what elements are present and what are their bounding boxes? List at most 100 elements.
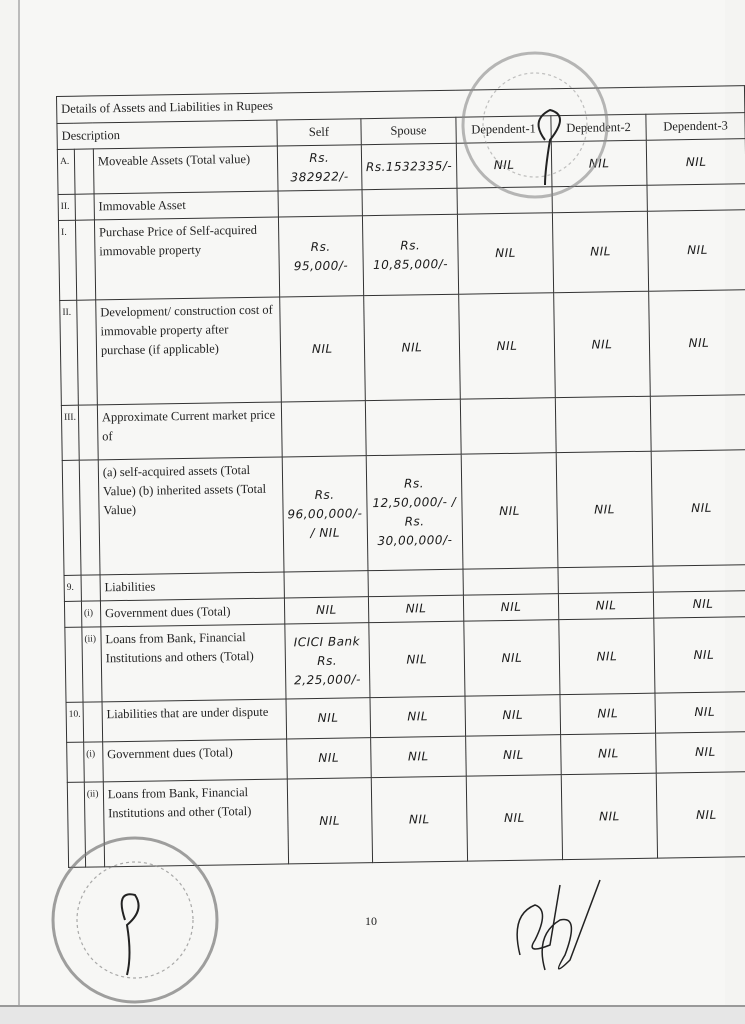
row-description: Development/ construction cost of immova… — [95, 297, 282, 405]
value-cell: NIL — [370, 736, 467, 778]
value-cell — [555, 396, 652, 453]
table-row: (ii) Loans from Bank, Financial Instituti… — [64, 616, 745, 703]
value-cell — [367, 569, 464, 597]
row-subnumber — [80, 574, 101, 602]
assets-liabilities-table: Details of Assets and Liabilities in Rup… — [56, 85, 745, 868]
value-cell — [462, 567, 559, 596]
value-cell: NIL — [648, 289, 745, 397]
row-number: 10. — [66, 702, 84, 743]
value-cell: Rs. 95,000/- — [278, 215, 364, 298]
row-description: Moveable Assets (Total value) — [93, 146, 278, 194]
row-subnumber: (i) — [81, 600, 101, 628]
row-description: Approximate Current market price of — [97, 402, 283, 460]
value-cell: NIL — [284, 596, 369, 624]
row-subnumber: (ii) — [81, 626, 102, 703]
value-cell — [652, 564, 745, 593]
value-cell — [460, 397, 557, 455]
row-subnumber — [82, 701, 103, 743]
value-cell: NIL — [286, 737, 372, 779]
value-cell: NIL — [464, 694, 561, 737]
value-cell: NIL — [552, 211, 649, 293]
header-dependent-3: Dependent-3 — [645, 112, 745, 141]
value-cell: ICICI Bank Rs. 2,25,000/- — [284, 622, 370, 699]
value-cell: NIL — [369, 696, 466, 738]
row-number: 9. — [64, 575, 82, 602]
value-cell: NIL — [457, 212, 554, 295]
row-subnumber — [75, 219, 96, 301]
row-number: I. — [58, 220, 77, 301]
value-cell: Rs.1532335/- — [361, 143, 457, 190]
page-number: 10 — [365, 914, 377, 928]
value-cell: NIL — [461, 452, 558, 570]
row-subnumber — [79, 459, 100, 576]
value-cell — [646, 183, 745, 212]
value-cell: Rs. 382922/- — [277, 144, 362, 192]
row-subnumber — [78, 404, 99, 461]
table-row: (a) self-acquired assets (Total Value) (… — [62, 449, 745, 576]
value-cell: NIL — [647, 209, 745, 292]
value-cell: NIL — [279, 295, 366, 403]
scan-edge — [0, 1005, 745, 1024]
header-description: Description — [56, 120, 278, 150]
header-spouse: Spouse — [360, 117, 457, 145]
value-cell: NIL — [371, 776, 468, 863]
value-cell: NIL — [646, 138, 745, 186]
row-number — [64, 627, 83, 703]
value-cell — [283, 570, 369, 598]
row-number: III. — [61, 405, 80, 461]
value-cell: NIL — [654, 691, 745, 734]
row-number: II. — [59, 300, 79, 406]
value-cell — [281, 400, 366, 457]
value-cell: NIL — [561, 773, 658, 860]
row-description: Liabilities that are under dispute — [101, 698, 287, 742]
row-description: Purchase Price of Self-acquired immovabl… — [94, 217, 280, 300]
row-number — [66, 742, 85, 783]
value-cell: NIL — [466, 774, 563, 862]
value-cell: NIL — [363, 294, 461, 401]
row-subnumber: (i) — [83, 741, 104, 783]
value-cell: NIL — [560, 733, 657, 775]
value-cell: NIL — [656, 771, 745, 859]
value-cell: NIL — [368, 621, 465, 698]
table-body: A. Moveable Assets (Total value) Rs. 38292… — [57, 138, 745, 868]
row-description: Government dues (Total) — [102, 738, 288, 782]
value-cell: NIL — [285, 697, 371, 739]
value-cell: NIL — [458, 292, 556, 400]
row-description: (a) self-acquired assets (Total Value) (… — [98, 456, 284, 575]
value-cell: NIL — [558, 618, 655, 695]
value-cell: NIL — [556, 451, 653, 568]
value-cell: Rs. 10,85,000/- — [362, 214, 459, 296]
row-description: Government dues (Total) — [100, 597, 285, 627]
row-number: II. — [58, 194, 76, 221]
value-cell: NIL — [465, 734, 562, 777]
notary-stamp-top — [461, 51, 609, 199]
table-row: II. Development/ construction cost of imm… — [59, 289, 745, 406]
paper-sheet — [18, 0, 725, 1010]
value-cell: NIL — [553, 291, 651, 398]
value-cell: NIL — [463, 593, 559, 622]
value-cell: NIL — [368, 595, 464, 623]
value-cell — [361, 188, 458, 216]
row-description: Immovable Asset — [93, 191, 279, 220]
value-cell: NIL — [463, 619, 560, 697]
value-cell — [650, 394, 745, 452]
notary-stamp-bottom — [51, 836, 219, 1004]
row-subnumber — [74, 193, 95, 221]
row-description: Loans from Bank, Financial Institutions … — [100, 623, 286, 702]
value-cell — [277, 189, 363, 218]
value-cell — [557, 566, 654, 594]
table-row: I. Purchase Price of Self-acquired immova… — [58, 209, 745, 301]
row-subnumber — [74, 148, 94, 195]
value-cell — [365, 399, 462, 456]
value-cell: NIL — [559, 693, 656, 735]
row-description: Liabilities — [99, 571, 285, 601]
value-cell: Rs. 96,00,000/- / NIL — [282, 455, 368, 572]
value-cell: NIL — [558, 592, 654, 620]
row-number — [62, 460, 81, 576]
value-cell: NIL — [651, 449, 745, 567]
value-cell: NIL — [653, 616, 745, 694]
value-cell: NIL — [653, 590, 745, 619]
value-cell: Rs. 12,50,000/- / Rs. 30,00,000/- — [365, 454, 463, 571]
value-cell: NIL — [287, 777, 373, 864]
